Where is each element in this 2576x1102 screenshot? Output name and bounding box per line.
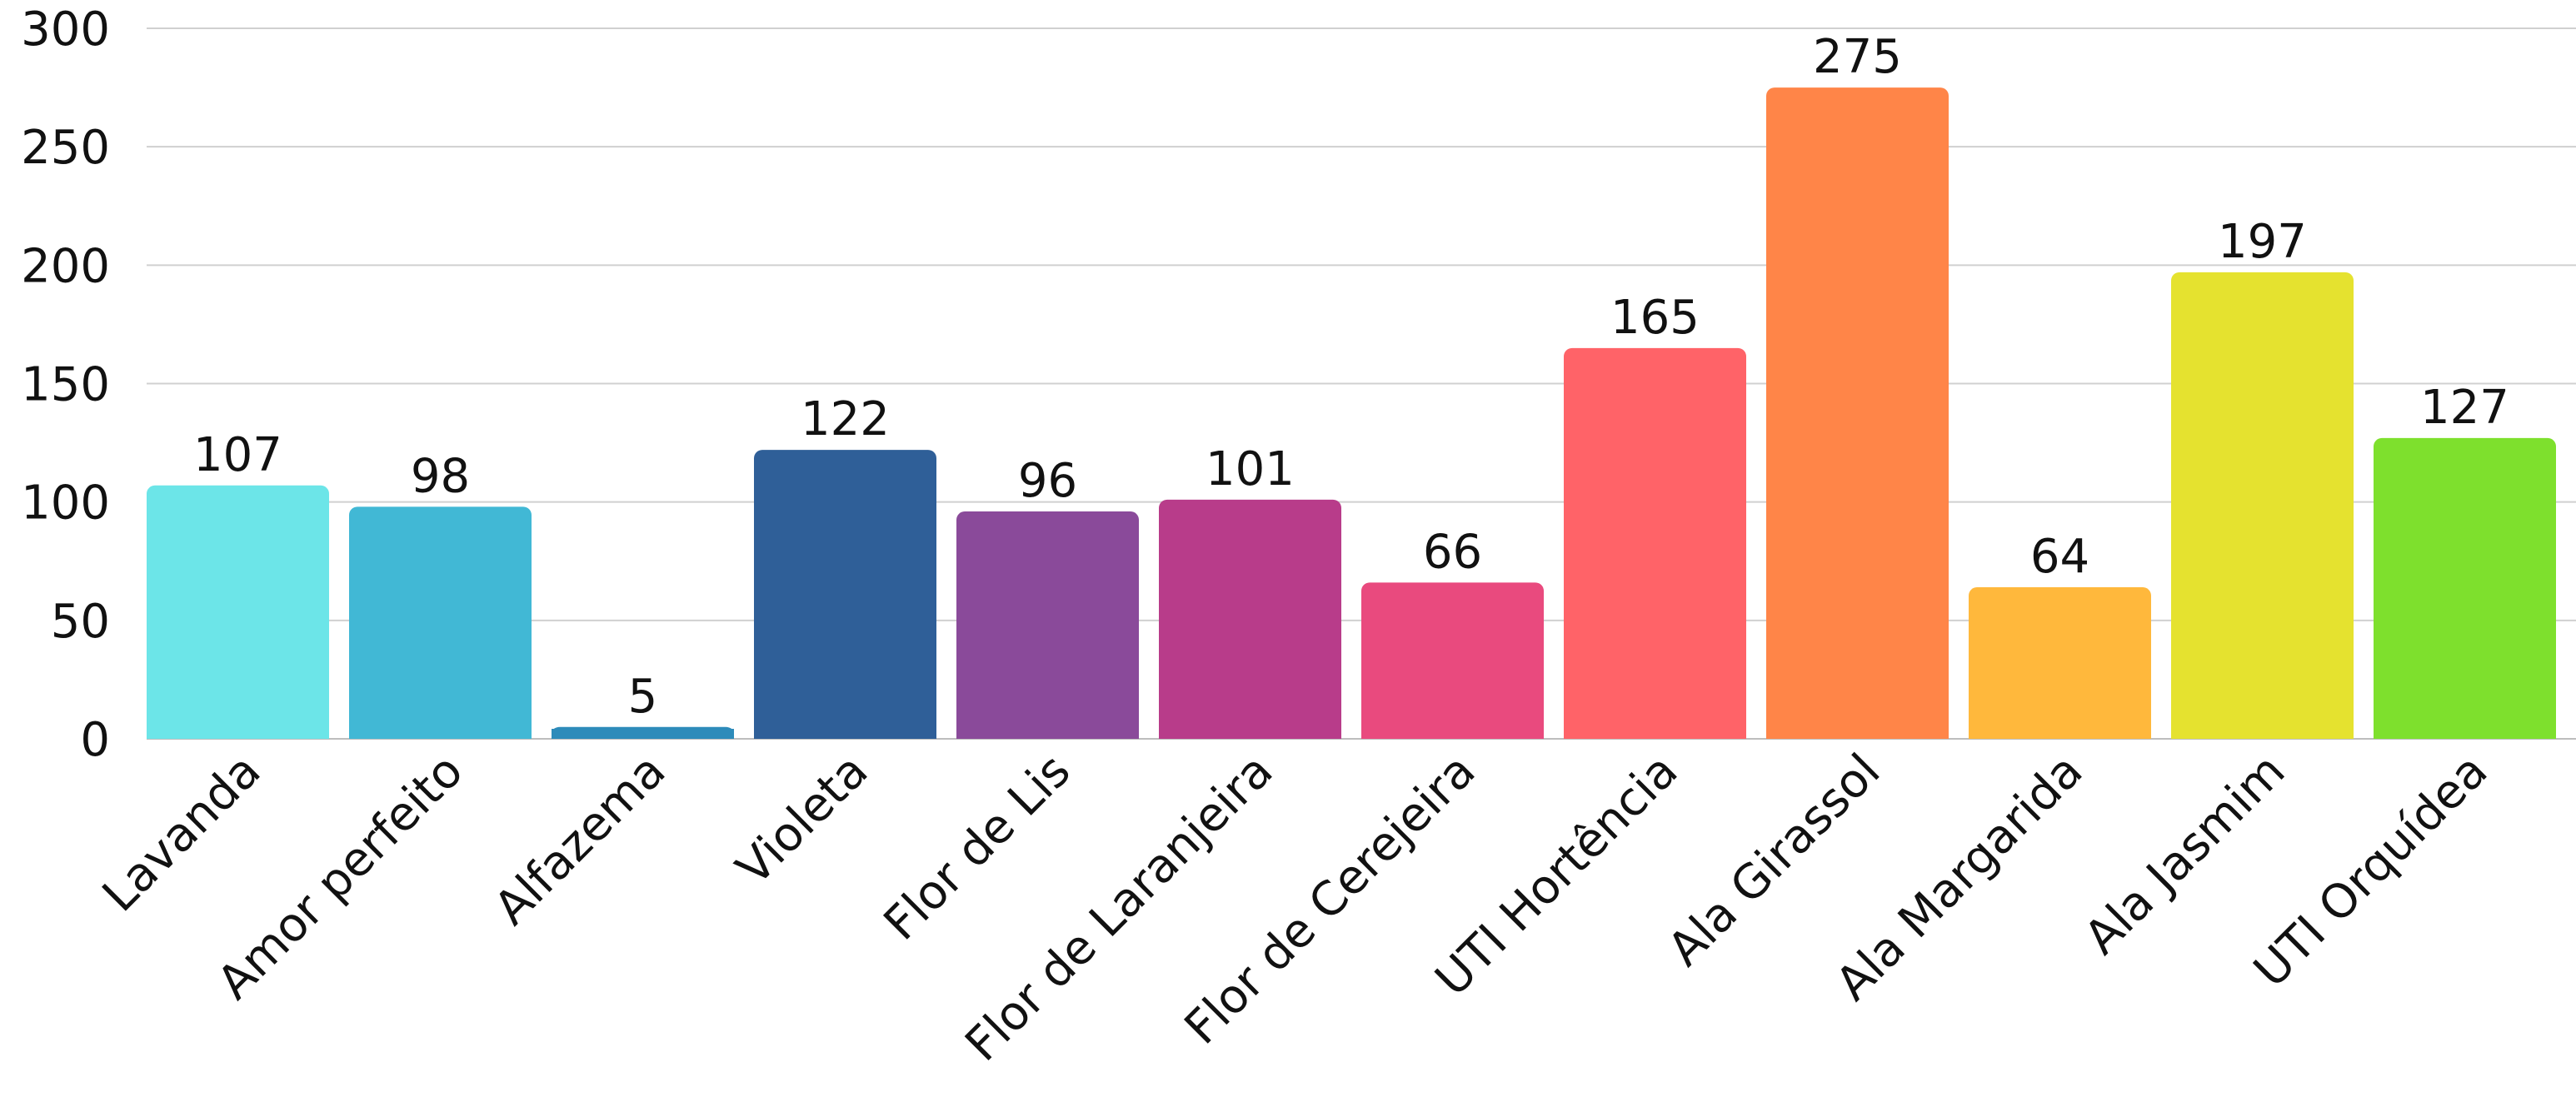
bar-base [956,729,1139,739]
bar-ala-girassol [1766,87,1949,740]
bar-flor-de-laranjeira [1159,499,1341,739]
data-label: 107 [193,428,282,482]
bar-violeta [754,450,936,739]
data-label: 96 [1018,454,1077,508]
bar-uti-hort-ncia [1564,347,1746,739]
bar-base [1361,729,1544,739]
bar-flor-de-lis [956,511,1139,739]
bar-base [754,729,936,739]
bar-base [1159,729,1341,739]
y-tick-label: 250 [21,121,110,175]
y-tick-label: 50 [51,595,110,649]
y-axis-tick-labels: 0 50 100 150 200 250 300 [21,2,110,767]
bars [147,87,2556,740]
gridlines [147,27,2576,740]
bar-base [1969,729,2151,739]
bar-base [552,729,734,739]
data-label: 165 [1610,291,1700,345]
data-label: 122 [801,392,890,446]
y-tick-label: 200 [21,239,110,293]
x-tick-label: Lavanda [92,744,271,922]
bar-base [349,729,532,739]
bar-amor-perfeito [349,506,532,739]
x-tick-label: Alfazema [484,744,676,935]
data-label: 275 [1813,30,1902,84]
bar-base [2171,729,2354,739]
bar-ala-jasmim [2171,272,2354,739]
y-tick-label: 150 [21,358,110,412]
bar-base [2374,729,2556,739]
data-label: 5 [628,670,658,724]
data-label: 98 [411,449,470,503]
x-tick-label: Flor de Lis [874,744,1081,951]
bar-base [1564,729,1746,739]
x-tick-label: Ala Jasmim [2074,744,2296,965]
y-tick-label: 300 [21,2,110,57]
bar-uti-orqu-dea [2374,437,2556,739]
bar-flor-de-cerejeira [1361,582,1544,739]
x-tick-label: Violeta [726,744,879,896]
bar-lavanda [147,485,329,739]
y-tick-label: 100 [21,476,110,531]
data-label: 64 [2030,530,2089,584]
data-labels: 107 98 5 122 96 101 66 165 275 64 197 127 [193,30,2509,724]
bar-ala-margarida [1969,587,2151,739]
data-label: 101 [1206,442,1295,496]
data-label: 197 [2218,215,2307,269]
y-tick-label: 0 [80,713,110,767]
bar-base [147,729,329,739]
bar-base [1766,729,1949,739]
data-label: 127 [2420,381,2509,435]
data-label: 66 [1423,525,1482,579]
